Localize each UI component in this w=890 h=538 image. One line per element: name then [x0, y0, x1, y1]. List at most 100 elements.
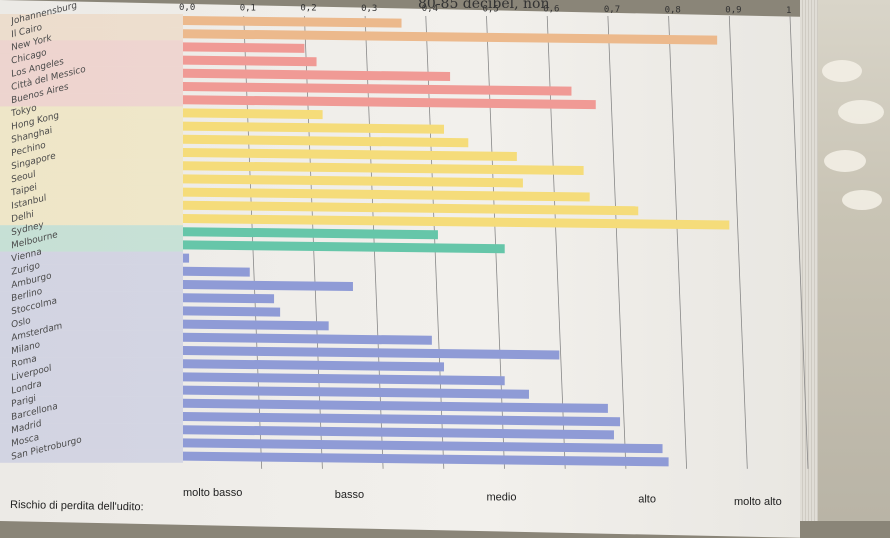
- series-band: [0, 436, 183, 450]
- risk-label: alto: [638, 494, 656, 506]
- bar: [183, 253, 190, 263]
- gridline: [728, 15, 748, 469]
- series-band: [0, 40, 183, 54]
- risk-label: basso: [335, 489, 364, 501]
- series-band: [0, 278, 183, 292]
- bar: [183, 108, 323, 120]
- tick-label: 0,6: [543, 5, 559, 15]
- gridline: [789, 15, 809, 469]
- bar: [183, 134, 469, 148]
- tick-label: 0,3: [361, 4, 377, 14]
- series-band: [0, 304, 183, 318]
- bar: [183, 293, 275, 304]
- gridline: [425, 15, 445, 469]
- header-fragment: 80-85 decibel, non: [418, 0, 550, 12]
- series-band: [0, 291, 183, 305]
- flower-petal: [842, 190, 882, 210]
- series-band: [0, 172, 183, 186]
- series-band: [0, 251, 183, 265]
- flower-petal: [822, 60, 862, 82]
- risk-label: molto alto: [734, 496, 782, 508]
- bar: [183, 266, 250, 277]
- tick-label: 0,2: [300, 4, 316, 14]
- bar: [183, 42, 305, 53]
- bar: [183, 55, 317, 67]
- series-band: [0, 106, 183, 120]
- series-band: [0, 449, 183, 463]
- tick-label: 0,0: [179, 3, 195, 13]
- bar: [183, 16, 402, 28]
- risk-caption: Rischio di perdita dell'udito:: [10, 499, 144, 513]
- gridline: [486, 15, 505, 469]
- bar: [183, 306, 281, 317]
- bar: [183, 227, 438, 240]
- bar: [183, 240, 505, 254]
- bar: [183, 148, 517, 162]
- series-band: [0, 132, 183, 146]
- bar: [183, 319, 329, 331]
- series-band: [0, 93, 183, 107]
- tick-label: 0,4: [422, 4, 438, 14]
- bar: [183, 214, 730, 230]
- series-band: [0, 80, 183, 94]
- series-band: [0, 14, 183, 28]
- series-band: [0, 185, 183, 199]
- gridline: [607, 15, 627, 469]
- series-band: [0, 410, 183, 424]
- bar: [183, 174, 523, 188]
- series-band: [0, 146, 183, 160]
- series-band: [0, 225, 183, 239]
- bar: [183, 121, 445, 134]
- series-band: [0, 198, 183, 212]
- bar: [183, 451, 669, 467]
- bar: [183, 187, 590, 202]
- series-band: [0, 53, 183, 67]
- bar: [183, 398, 608, 413]
- risk-label: molto basso: [183, 487, 242, 499]
- bar: [183, 280, 353, 292]
- tick-label: 0,5: [483, 4, 499, 14]
- series-band: [0, 423, 183, 437]
- bar: [183, 332, 432, 345]
- bar: [183, 82, 572, 96]
- series-band: [0, 330, 183, 344]
- series-band: [0, 238, 183, 252]
- series-band: [0, 357, 183, 371]
- bar: [183, 200, 639, 216]
- bar: [183, 412, 621, 427]
- series-band: [0, 159, 183, 173]
- tick-label: 1: [786, 6, 791, 16]
- series-band: [0, 264, 183, 278]
- series-band: [0, 344, 183, 358]
- risk-label: medio: [487, 491, 517, 503]
- tick-label: 0,8: [665, 5, 681, 15]
- series-band: [0, 396, 183, 410]
- series-band: [0, 119, 183, 133]
- bar: [183, 95, 596, 110]
- bar: [183, 29, 718, 45]
- bar: [183, 425, 614, 440]
- series-band: [0, 383, 183, 397]
- flower-petal: [838, 100, 884, 124]
- bar: [183, 161, 584, 176]
- city-label: Oslo: [10, 316, 32, 331]
- tick-label: 0,7: [604, 5, 620, 15]
- series-band: [0, 317, 183, 331]
- gridline: [668, 15, 687, 469]
- hearing-loss-chart: 0,0 0,1 0,2 0,3 0,4 0,5 0,6 0,7 0,8 0,9 1Johannens…: [0, 1, 809, 513]
- series-band: [0, 212, 183, 226]
- bar: [183, 68, 451, 82]
- tick-label: 0,9: [725, 6, 741, 16]
- bar: [183, 372, 505, 386]
- bar: [183, 438, 663, 454]
- series-band: [0, 66, 183, 80]
- gridline: [546, 15, 566, 469]
- bar: [183, 346, 560, 360]
- decorative-background: [818, 0, 890, 521]
- bar: [183, 385, 529, 399]
- tick-label: 0,1: [240, 3, 256, 13]
- flower-petal: [824, 150, 866, 172]
- gridline: [364, 15, 384, 469]
- series-band: [0, 27, 183, 41]
- bar: [183, 359, 445, 372]
